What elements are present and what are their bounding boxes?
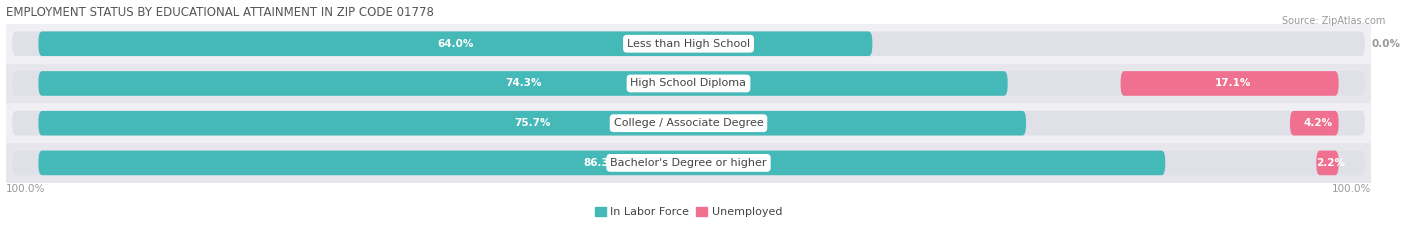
FancyBboxPatch shape — [13, 71, 1365, 96]
Bar — [6, 103, 1371, 143]
FancyBboxPatch shape — [38, 71, 1008, 96]
Text: College / Associate Degree: College / Associate Degree — [613, 118, 763, 128]
Text: 2.2%: 2.2% — [1316, 158, 1346, 168]
FancyBboxPatch shape — [13, 151, 1365, 175]
Bar — [6, 64, 1371, 103]
Text: 64.0%: 64.0% — [437, 39, 474, 49]
Text: 86.3%: 86.3% — [583, 158, 620, 168]
FancyBboxPatch shape — [38, 31, 872, 56]
Text: Source: ZipAtlas.com: Source: ZipAtlas.com — [1281, 16, 1385, 26]
Text: Less than High School: Less than High School — [627, 39, 749, 49]
FancyBboxPatch shape — [1316, 151, 1339, 175]
Legend: In Labor Force, Unemployed: In Labor Force, Unemployed — [591, 203, 786, 222]
FancyBboxPatch shape — [13, 111, 1365, 136]
Text: 75.7%: 75.7% — [515, 118, 551, 128]
Text: High School Diploma: High School Diploma — [630, 79, 747, 89]
FancyBboxPatch shape — [38, 151, 1166, 175]
Text: 100.0%: 100.0% — [6, 184, 45, 194]
Text: EMPLOYMENT STATUS BY EDUCATIONAL ATTAINMENT IN ZIP CODE 01778: EMPLOYMENT STATUS BY EDUCATIONAL ATTAINM… — [6, 6, 433, 19]
Bar — [6, 143, 1371, 183]
Text: Bachelor's Degree or higher: Bachelor's Degree or higher — [610, 158, 766, 168]
Text: 17.1%: 17.1% — [1215, 79, 1251, 89]
Text: 100.0%: 100.0% — [1331, 184, 1371, 194]
Bar — [6, 24, 1371, 64]
Text: 4.2%: 4.2% — [1303, 118, 1331, 128]
FancyBboxPatch shape — [1121, 71, 1339, 96]
FancyBboxPatch shape — [13, 31, 1365, 56]
Text: 74.3%: 74.3% — [505, 79, 541, 89]
FancyBboxPatch shape — [38, 111, 1026, 136]
FancyBboxPatch shape — [1291, 111, 1339, 136]
Text: 0.0%: 0.0% — [1371, 39, 1400, 49]
